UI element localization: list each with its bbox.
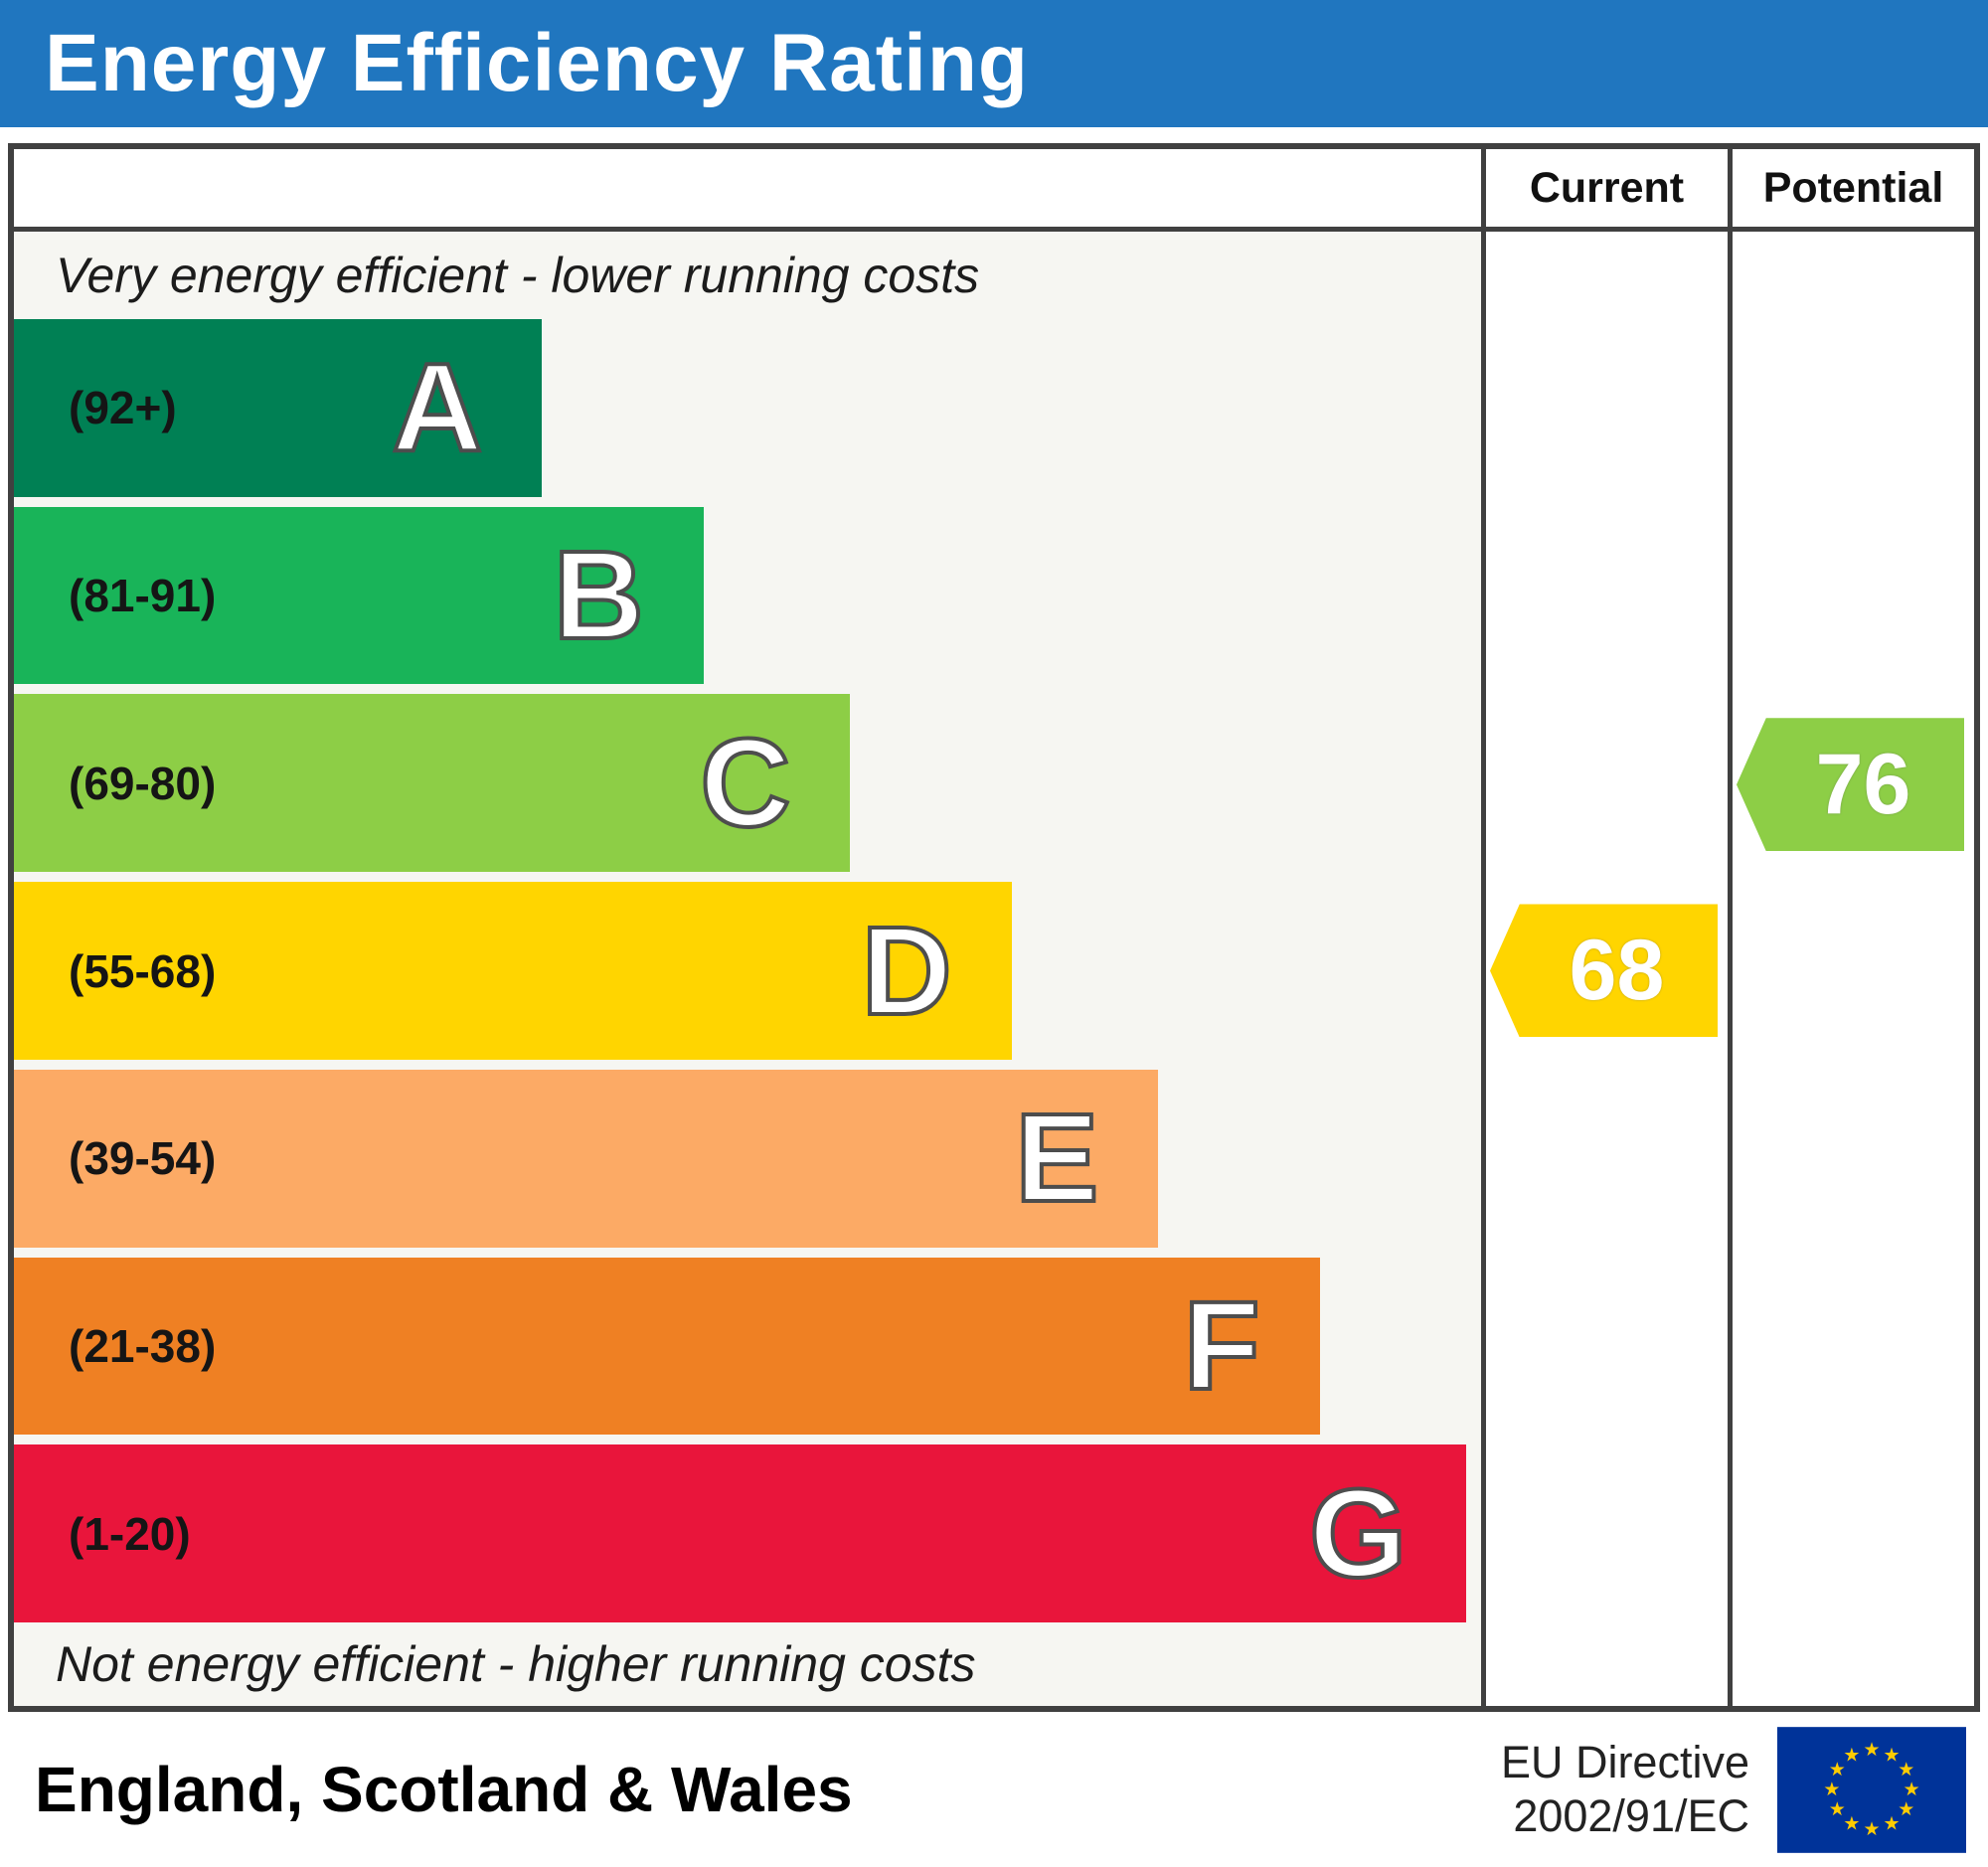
band-bar-f: (21-38) F	[14, 1257, 1320, 1436]
current-column-header: Current	[1481, 149, 1728, 227]
band-range-label: (81-91)	[69, 570, 217, 622]
band-letter: F	[1182, 1274, 1262, 1416]
potential-value: 76	[1815, 737, 1911, 833]
band-bar-c: (69-80) C	[14, 694, 851, 873]
band-row-d: (55-68) D	[14, 882, 1481, 1060]
band-letter: E	[1013, 1088, 1100, 1229]
eu-star-icon: ★	[1884, 1813, 1901, 1834]
band-range-label: (92+)	[69, 382, 177, 434]
potential-column: 76	[1728, 232, 1974, 1706]
eu-directive-line1: EU Directive	[1500, 1737, 1749, 1787]
eu-star-icon: ★	[1829, 1759, 1846, 1780]
band-row-g: (1-20) G	[14, 1444, 1481, 1623]
current-value: 68	[1569, 923, 1665, 1019]
band-letter: C	[698, 712, 792, 853]
eu-star-icon: ★	[1829, 1799, 1846, 1820]
band-row-a: (92+) A	[14, 319, 1481, 497]
current-column: 68	[1481, 232, 1728, 1706]
rating-bands: (92+) A (81-91) B (69-80) C	[14, 319, 1481, 1623]
band-bar-a: (92+) A	[14, 319, 543, 497]
band-bar-d: (55-68) D	[14, 882, 1012, 1060]
eu-star-icon: ★	[1863, 1739, 1880, 1760]
band-letter: D	[860, 900, 954, 1041]
potential-indicator: 76	[1737, 718, 1964, 852]
eu-star-icon: ★	[1898, 1799, 1914, 1820]
header-main-spacer	[14, 149, 1481, 227]
eu-directive-label: EU Directive 2002/91/EC	[1501, 1736, 1749, 1843]
band-row-b: (81-91) B	[14, 506, 1481, 685]
table-header-row: Current Potential	[14, 149, 1974, 232]
eu-star-icon: ★	[1863, 1819, 1880, 1840]
band-row-e: (39-54) E	[14, 1069, 1481, 1248]
caption-bottom: Not energy efficient - higher running co…	[56, 1636, 976, 1692]
band-bar-e: (39-54) E	[14, 1069, 1159, 1248]
eu-star-icon: ★	[1823, 1780, 1840, 1800]
eu-star-icon: ★	[1898, 1759, 1914, 1780]
eu-flag-field	[1777, 1726, 1966, 1853]
footer: England, Scotland & Wales EU Directive 2…	[0, 1712, 1988, 1867]
band-letter: B	[552, 525, 646, 666]
current-indicator: 68	[1490, 904, 1718, 1038]
band-bar-b: (81-91) B	[14, 506, 704, 685]
page-title: Energy Efficiency Rating	[45, 18, 1030, 108]
band-letter: G	[1307, 1462, 1408, 1604]
eu-star-icon: ★	[1843, 1813, 1860, 1834]
band-row-c: (69-80) C	[14, 694, 1481, 873]
eu-star-icon: ★	[1843, 1745, 1860, 1766]
band-range-label: (69-80)	[69, 757, 217, 809]
eu-directive-line2: 2002/91/EC	[1513, 1790, 1749, 1841]
band-range-label: (55-68)	[69, 944, 217, 997]
rating-scale-column: Very energy efficient - lower running co…	[14, 232, 1481, 1706]
band-range-label: (1-20)	[69, 1507, 191, 1560]
region-label: England, Scotland & Wales	[35, 1754, 853, 1825]
band-range-label: (39-54)	[69, 1132, 217, 1185]
band-range-label: (21-38)	[69, 1319, 217, 1372]
epc-table: Current Potential Very energy efficient …	[8, 143, 1980, 1712]
eu-flag-icon: ★ ★★★★★★★★★★★	[1777, 1726, 1966, 1853]
potential-column-header: Potential	[1728, 149, 1974, 227]
band-letter: A	[390, 337, 484, 478]
title-bar: Energy Efficiency Rating	[0, 0, 1988, 127]
band-row-f: (21-38) F	[14, 1257, 1481, 1436]
table-body: Very energy efficient - lower running co…	[14, 232, 1974, 1706]
eu-star-icon: ★	[1884, 1745, 1901, 1766]
eu-star-icon: ★	[1904, 1780, 1920, 1800]
band-bar-g: (1-20) G	[14, 1444, 1467, 1623]
caption-top: Very energy efficient - lower running co…	[56, 248, 980, 303]
